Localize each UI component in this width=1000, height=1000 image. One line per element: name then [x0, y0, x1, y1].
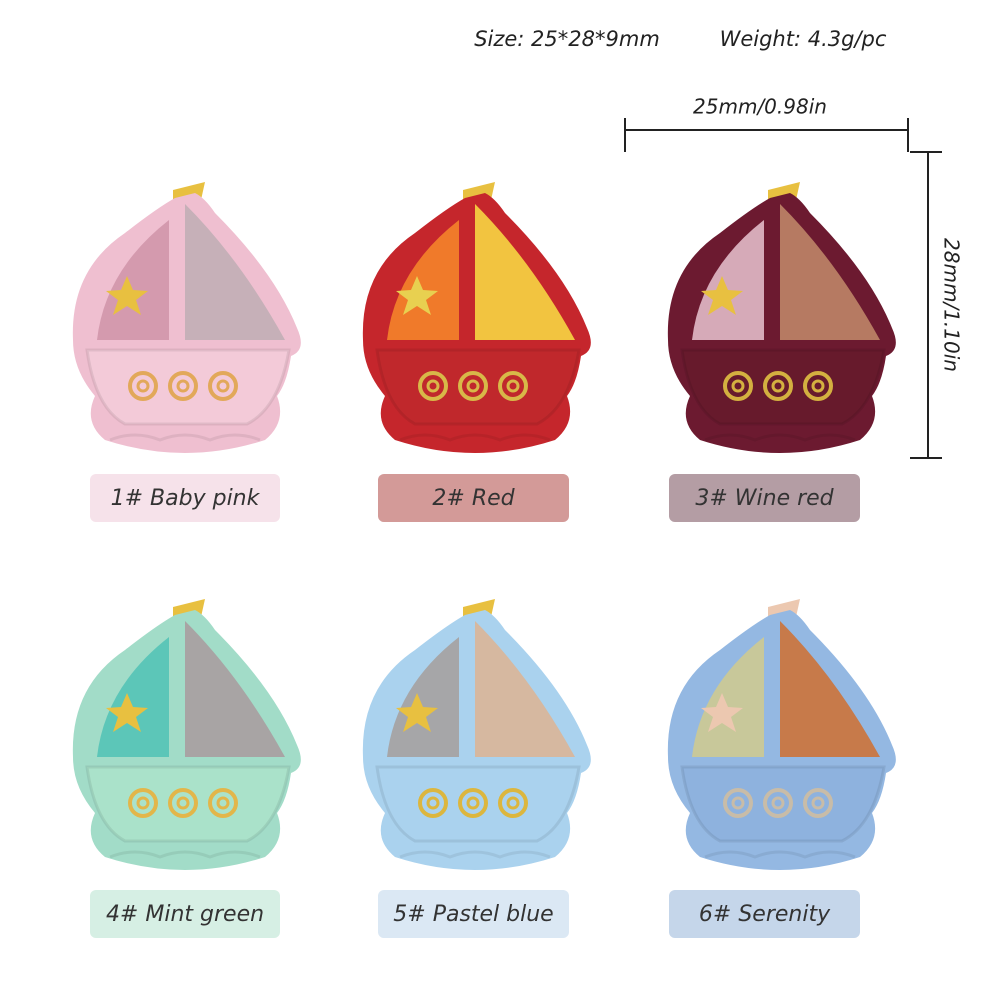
- label-box: [90, 890, 280, 938]
- porthole-inner: [731, 796, 745, 810]
- ridges: [399, 850, 551, 859]
- label-box: [669, 474, 860, 522]
- ridges: [109, 850, 261, 859]
- boat: [667, 599, 896, 870]
- porthole-inner: [466, 379, 480, 393]
- label-box: [669, 890, 860, 938]
- star: [701, 276, 743, 315]
- porthole: [168, 788, 198, 818]
- star: [106, 276, 148, 315]
- right-sail: [185, 621, 285, 757]
- star: [396, 693, 438, 732]
- ridges: [109, 433, 261, 442]
- porthole: [168, 371, 198, 401]
- star: [106, 693, 148, 732]
- size-text: Size: 25*28*9mm: [474, 27, 660, 51]
- dimension-lines: [624, 118, 942, 459]
- variant-label: 2# Red: [432, 486, 515, 511]
- ridges: [704, 433, 856, 442]
- porthole-inner: [811, 796, 825, 810]
- ridges: [399, 433, 551, 442]
- boat: [72, 182, 301, 453]
- variant-label: 1# Baby pink: [111, 486, 261, 511]
- porthole-inner: [216, 796, 230, 810]
- right-sail: [780, 204, 880, 340]
- boat: [362, 599, 591, 870]
- porthole-inner: [426, 379, 440, 393]
- porthole: [498, 371, 528, 401]
- porthole: [763, 371, 793, 401]
- porthole-inner: [176, 379, 190, 393]
- porthole-inner: [136, 796, 150, 810]
- porthole: [208, 371, 238, 401]
- porthole: [803, 371, 833, 401]
- weight-text: Weight: 4.3g/pc: [720, 27, 887, 51]
- porthole-inner: [771, 379, 785, 393]
- porthole: [458, 788, 488, 818]
- variant-label: 6# Serenity: [699, 902, 831, 927]
- porthole: [763, 788, 793, 818]
- variant-label: 3# Wine red: [695, 486, 834, 511]
- boat: [362, 182, 591, 453]
- porthole-inner: [426, 796, 440, 810]
- label-box: [378, 474, 569, 522]
- porthole: [128, 371, 158, 401]
- porthole-inner: [731, 379, 745, 393]
- porthole: [418, 371, 448, 401]
- right-sail: [475, 204, 575, 340]
- porthole: [723, 788, 753, 818]
- porthole-inner: [506, 796, 520, 810]
- right-sail: [185, 204, 285, 340]
- boat: [667, 182, 896, 453]
- porthole: [723, 371, 753, 401]
- star: [701, 693, 743, 732]
- variant-label: 4# Mint green: [106, 902, 264, 927]
- porthole-inner: [506, 379, 520, 393]
- height-label: 28mm/1.10in: [940, 238, 964, 372]
- porthole-inner: [216, 379, 230, 393]
- ridges: [704, 850, 856, 859]
- label-box: [378, 890, 569, 938]
- porthole: [803, 788, 833, 818]
- porthole: [208, 788, 238, 818]
- width-label: 25mm/0.98in: [693, 95, 827, 119]
- porthole-inner: [136, 379, 150, 393]
- porthole: [418, 788, 448, 818]
- right-sail: [475, 621, 575, 757]
- porthole: [458, 371, 488, 401]
- porthole-inner: [466, 796, 480, 810]
- porthole: [128, 788, 158, 818]
- star: [396, 276, 438, 315]
- boat: [72, 599, 301, 870]
- right-sail: [780, 621, 880, 757]
- variant-label: 5# Pastel blue: [393, 902, 553, 927]
- porthole-inner: [811, 379, 825, 393]
- label-box: [90, 474, 280, 522]
- porthole: [498, 788, 528, 818]
- porthole-inner: [771, 796, 785, 810]
- porthole-inner: [176, 796, 190, 810]
